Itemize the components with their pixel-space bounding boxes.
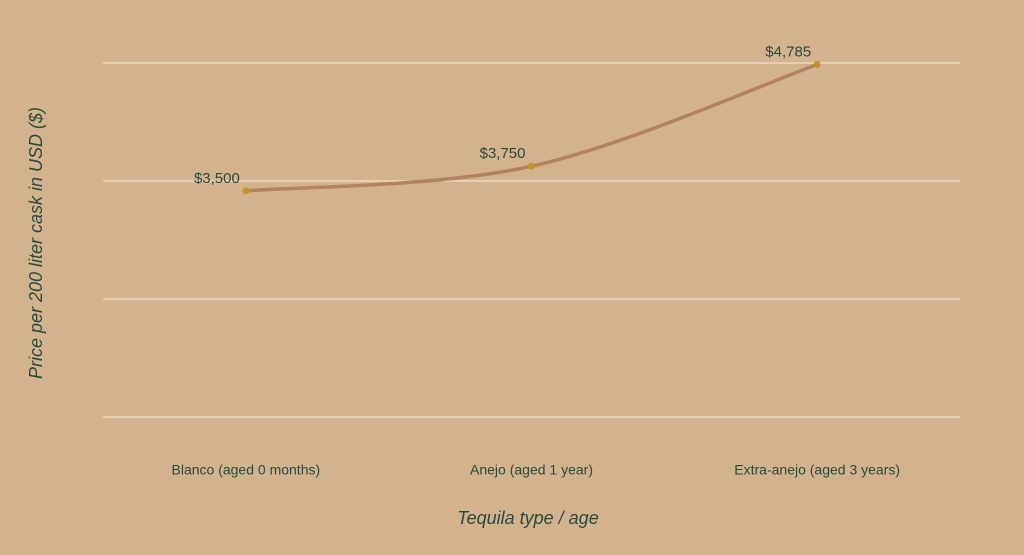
x-axis-title: Tequila type / age [457, 508, 598, 528]
point [242, 187, 250, 195]
value-label: $3,500 [194, 170, 240, 187]
x-tick-label: Anejo (aged 1 year) [470, 462, 593, 478]
value-label: $3,750 [480, 145, 526, 162]
point [813, 60, 821, 68]
x-tick-label: Blanco (aged 0 months) [172, 462, 321, 478]
value-label: $4,785 [765, 43, 811, 60]
y-axis-title: Price per 200 liter cask in USD ($) [26, 107, 46, 379]
x-tick-label: Extra-anejo (aged 3 years) [734, 462, 900, 478]
point [528, 162, 535, 170]
